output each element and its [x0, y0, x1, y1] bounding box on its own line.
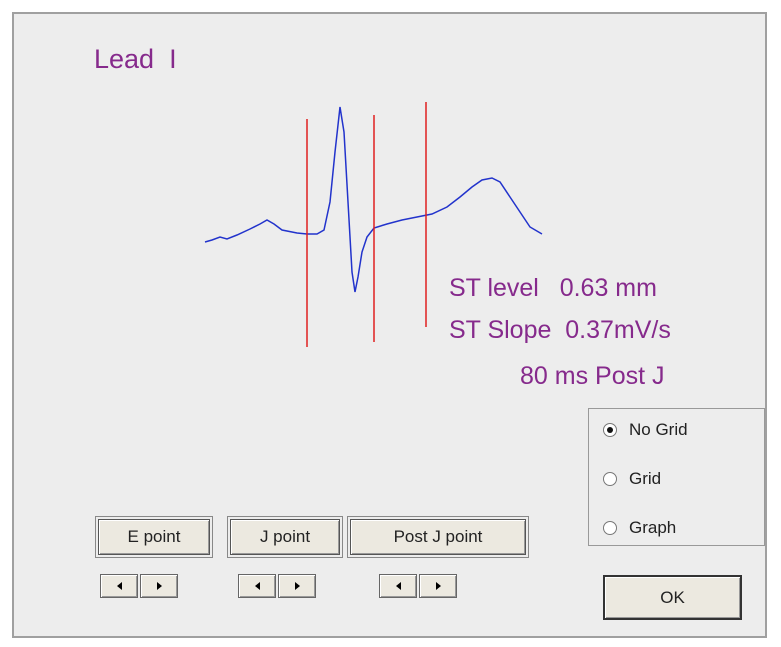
st-level: ST level 0.63 mm [449, 274, 657, 302]
grid-option[interactable]: No Grid [603, 420, 688, 440]
post-j-point-button[interactable]: Post J point [347, 516, 529, 558]
right-arrow-button[interactable] [419, 574, 457, 598]
radio-dot[interactable] [603, 521, 617, 535]
ecg-plot [204, 102, 543, 347]
e-point-button[interactable]: E point [95, 516, 213, 558]
st-slope: ST Slope 0.37mV/s [449, 316, 671, 344]
radio-dot[interactable] [603, 472, 617, 486]
radio-dot[interactable] [603, 423, 617, 437]
grid-option-label: Graph [629, 518, 677, 537]
right-arrow-button[interactable] [278, 574, 316, 598]
right-arrow-button[interactable] [140, 574, 178, 598]
grid-option[interactable]: Grid [603, 469, 661, 489]
grid-option-label: Grid [629, 469, 662, 488]
grid-options: No Grid Grid Graph [588, 408, 765, 546]
left-arrow-button[interactable] [100, 574, 138, 598]
grid-option-label: No Grid [629, 420, 688, 439]
left-arrow-button[interactable] [379, 574, 417, 598]
lead-title: Lead I [94, 44, 177, 74]
post-j-label: 80 ms Post J [520, 362, 665, 390]
ok-button[interactable]: OK [603, 575, 742, 620]
dialog: Lead I ST level 0.63 mm ST Slope 0.37mV/… [12, 12, 767, 638]
j-point-button[interactable]: J point [227, 516, 343, 558]
ecg-trace [204, 106, 543, 293]
left-arrow-button[interactable] [238, 574, 276, 598]
grid-option[interactable]: Graph [603, 518, 676, 538]
